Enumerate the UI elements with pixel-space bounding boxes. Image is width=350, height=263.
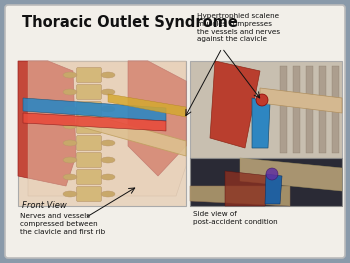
Bar	[280, 66, 287, 153]
Ellipse shape	[101, 174, 115, 180]
Bar	[190, 61, 342, 158]
Ellipse shape	[63, 89, 77, 95]
Text: Thoracic Outlet Syndrome: Thoracic Outlet Syndrome	[22, 15, 238, 30]
Polygon shape	[28, 61, 186, 196]
Ellipse shape	[101, 157, 115, 163]
Text: Side view of
post-accident condition: Side view of post-accident condition	[193, 211, 278, 225]
Polygon shape	[240, 158, 342, 191]
Bar	[293, 66, 300, 153]
Polygon shape	[108, 94, 186, 117]
Bar	[332, 66, 339, 153]
Ellipse shape	[101, 106, 115, 112]
FancyBboxPatch shape	[77, 169, 102, 185]
Ellipse shape	[101, 140, 115, 146]
Text: Hypertrophied scalene
muscles compresses
the vessels and nerves
against the clav: Hypertrophied scalene muscles compresses…	[197, 13, 280, 42]
Polygon shape	[252, 98, 270, 148]
Ellipse shape	[101, 72, 115, 78]
Polygon shape	[128, 61, 186, 176]
Bar	[190, 158, 342, 206]
Bar	[18, 61, 186, 206]
Ellipse shape	[63, 140, 77, 146]
FancyBboxPatch shape	[77, 68, 102, 83]
Text: Nerves and vessels
compressed between
the clavicle and first rib: Nerves and vessels compressed between th…	[20, 213, 105, 235]
Circle shape	[256, 94, 268, 106]
Ellipse shape	[63, 191, 77, 197]
FancyBboxPatch shape	[5, 5, 345, 258]
Ellipse shape	[63, 123, 77, 129]
Polygon shape	[23, 98, 166, 121]
FancyBboxPatch shape	[77, 135, 102, 150]
FancyBboxPatch shape	[77, 119, 102, 134]
Circle shape	[266, 168, 278, 180]
Polygon shape	[210, 61, 260, 148]
Polygon shape	[18, 61, 76, 186]
Ellipse shape	[63, 72, 77, 78]
Ellipse shape	[101, 123, 115, 129]
Ellipse shape	[63, 174, 77, 180]
FancyBboxPatch shape	[77, 153, 102, 168]
FancyBboxPatch shape	[77, 84, 102, 99]
Ellipse shape	[63, 106, 77, 112]
Polygon shape	[78, 111, 186, 156]
Bar	[319, 66, 326, 153]
Polygon shape	[265, 174, 282, 204]
FancyBboxPatch shape	[77, 186, 102, 201]
Ellipse shape	[101, 191, 115, 197]
Polygon shape	[225, 171, 270, 206]
Ellipse shape	[101, 89, 115, 95]
Polygon shape	[260, 88, 342, 113]
Text: Front View: Front View	[22, 201, 67, 210]
Polygon shape	[23, 113, 166, 131]
FancyBboxPatch shape	[77, 102, 102, 117]
Ellipse shape	[63, 157, 77, 163]
Polygon shape	[190, 186, 290, 206]
Bar	[306, 66, 313, 153]
